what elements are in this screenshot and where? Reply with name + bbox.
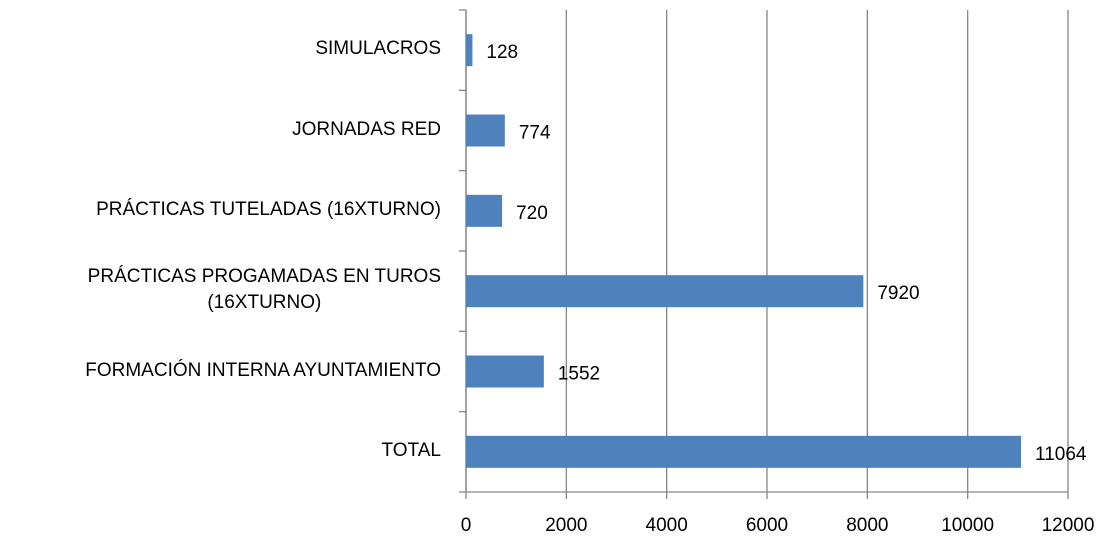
bar — [466, 355, 544, 388]
bar — [466, 114, 505, 147]
y-tick-label: FORMACIÓN INTERNA AYUNTAMIENTO — [85, 359, 441, 381]
bar — [466, 194, 503, 227]
x-tick-label: 0 — [461, 515, 472, 536]
value-label: 11064 — [1035, 444, 1087, 465]
value-label: 1552 — [558, 364, 600, 385]
y-tick-label: PRÁCTICAS PROGAMADAS EN TUROS (16XTURNO) — [87, 266, 441, 314]
bar — [466, 435, 1022, 468]
x-tick-label: 6000 — [746, 515, 788, 536]
bar — [466, 34, 473, 67]
y-tick-label: SIMULACROS — [315, 38, 441, 60]
value-label: 720 — [516, 203, 548, 224]
bar — [466, 275, 864, 308]
y-tick-label: PRÁCTICAS TUTELADAS (16XTURNO) — [96, 198, 441, 220]
y-tick-label: TOTAL — [381, 439, 441, 461]
value-label: 7920 — [877, 283, 919, 304]
x-tick-label: 2000 — [545, 515, 587, 536]
x-tick-label: 4000 — [646, 515, 688, 536]
x-tick-label: 12000 — [1042, 515, 1095, 536]
x-tick-label: 10000 — [941, 515, 994, 536]
y-tick-label: JORNADAS RED — [292, 118, 441, 140]
x-tick-label: 8000 — [846, 515, 888, 536]
value-label: 128 — [486, 42, 518, 63]
value-label: 774 — [519, 123, 551, 144]
